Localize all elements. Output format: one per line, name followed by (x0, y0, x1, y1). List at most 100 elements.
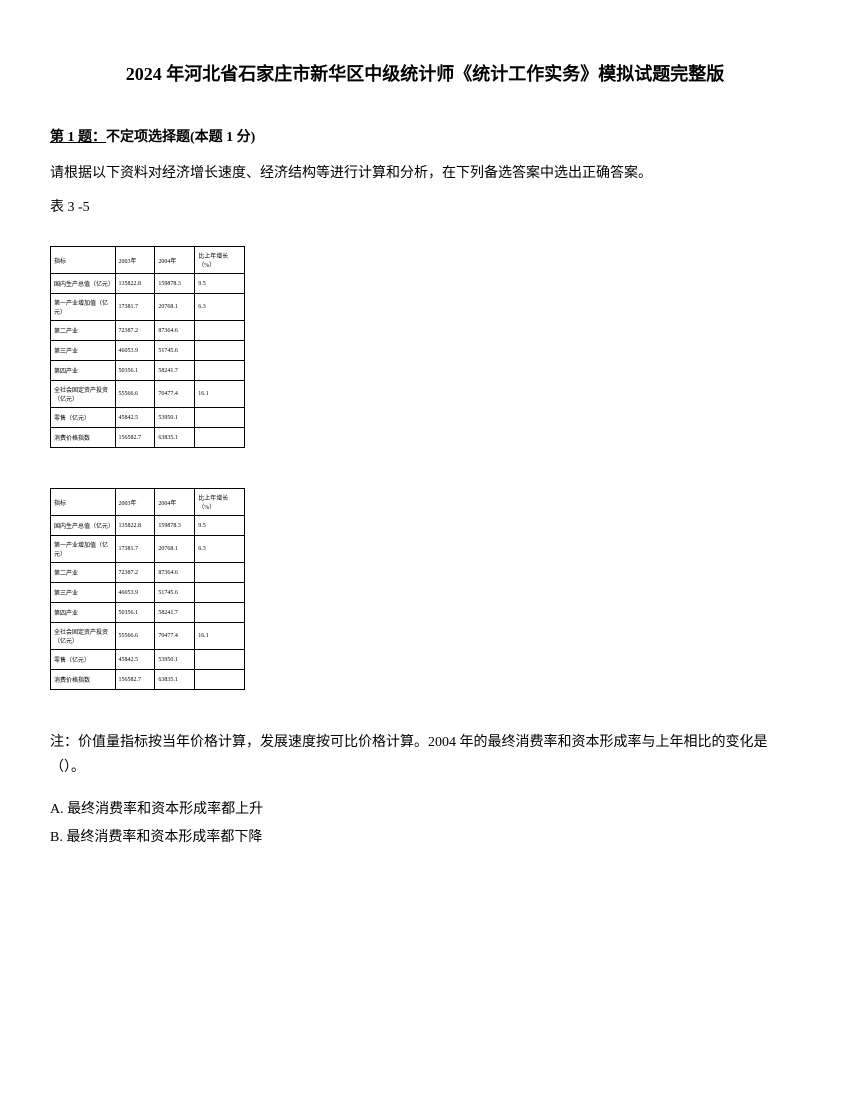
table-row: 第二产业72387.287364.6 (51, 563, 245, 583)
table-cell: 零售（亿元） (51, 650, 116, 670)
table-cell: 70477.4 (155, 623, 195, 650)
table-row: 全社会固定资产投资（亿元）55566.670477.416.1 (51, 381, 245, 408)
table-cell: 2003年 (115, 489, 155, 516)
table-cell: 87364.6 (155, 563, 195, 583)
table-cell: 第一产业增加值（亿元） (51, 536, 116, 563)
table-cell: 156582.7 (115, 670, 155, 690)
table-cell: 20768.1 (155, 294, 195, 321)
table-cell: 第三产业 (51, 583, 116, 603)
table-row: 第四产业50356.158241.7 (51, 361, 245, 381)
data-table-2: 指标2003年2004年比上年增长（%）国内生产总值（亿元）135822.815… (50, 488, 245, 690)
question-number: 第 1 题： (50, 130, 106, 145)
table-row: 国内生产总值（亿元）135822.8159878.39.5 (51, 274, 245, 294)
table-cell: 63835.1 (155, 428, 195, 448)
table-cell (195, 321, 245, 341)
table-row: 指标2003年2004年比上年增长（%） (51, 247, 245, 274)
table-row: 第四产业50356.158241.7 (51, 603, 245, 623)
table-cell: 135822.8 (115, 274, 155, 294)
table-cell (195, 603, 245, 623)
table-cell (195, 361, 245, 381)
table-cell: 比上年增长（%） (195, 489, 245, 516)
table-cell: 53950.1 (155, 650, 195, 670)
table-row: 第一产业增加值（亿元）17381.720768.16.3 (51, 536, 245, 563)
data-table-1: 指标2003年2004年比上年增长（%）国内生产总值（亿元）135822.815… (50, 246, 245, 448)
table-cell: 51745.6 (155, 583, 195, 603)
table-row: 消费价格指数156582.763835.1 (51, 670, 245, 690)
table-cell: 2004年 (155, 247, 195, 274)
table-cell: 第三产业 (51, 341, 116, 361)
table-cell: 20768.1 (155, 536, 195, 563)
option-b: B. 最终消费率和资本形成率都下降 (50, 824, 800, 852)
table-cell: 45842.5 (115, 408, 155, 428)
table-cell: 国内生产总值（亿元） (51, 274, 116, 294)
table-cell: 17381.7 (115, 536, 155, 563)
option-a: A. 最终消费率和资本形成率都上升 (50, 796, 800, 824)
table-cell: 第四产业 (51, 361, 116, 381)
table-cell: 46053.9 (115, 341, 155, 361)
table-cell: 46053.9 (115, 583, 155, 603)
table-cell: 第二产业 (51, 321, 116, 341)
table-cell: 45842.5 (115, 650, 155, 670)
table-cell: 全社会固定资产投资（亿元） (51, 623, 116, 650)
table-cell (195, 583, 245, 603)
table-cell: 70477.4 (155, 381, 195, 408)
table-cell: 51745.6 (155, 341, 195, 361)
table-row: 第二产业72387.287364.6 (51, 321, 245, 341)
table-cell (195, 341, 245, 361)
table-cell: 58241.7 (155, 603, 195, 623)
question-type: 不定项选择题(本题 1 分) (106, 130, 255, 145)
question-header: 第 1 题：不定项选择题(本题 1 分) (50, 126, 800, 146)
table-cell: 6.3 (195, 294, 245, 321)
table-cell (195, 670, 245, 690)
table-cell: 156582.7 (115, 428, 155, 448)
table-cell: 2004年 (155, 489, 195, 516)
table-cell: 指标 (51, 489, 116, 516)
table-cell: 58241.7 (155, 361, 195, 381)
table-cell (195, 428, 245, 448)
table-cell: 消费价格指数 (51, 428, 116, 448)
table-row: 第三产业46053.951745.6 (51, 341, 245, 361)
table-cell: 消费价格指数 (51, 670, 116, 690)
table-row: 零售（亿元）45842.553950.1 (51, 650, 245, 670)
table-row: 第三产业46053.951745.6 (51, 583, 245, 603)
table-row: 指标2003年2004年比上年增长（%） (51, 489, 245, 516)
table-cell: 16.1 (195, 381, 245, 408)
table-cell: 55566.6 (115, 623, 155, 650)
document-title: 2024 年河北省石家庄市新华区中级统计师《统计工作实务》模拟试题完整版 (50, 60, 800, 86)
table-cell: 全社会固定资产投资（亿元） (51, 381, 116, 408)
table-cell: 第一产业增加值（亿元） (51, 294, 116, 321)
table-cell: 159878.3 (155, 516, 195, 536)
note-text: 注：价值量指标按当年价格计算，发展速度按可比价格计算。2004 年的最终消费率和… (50, 730, 800, 780)
table-cell: 第四产业 (51, 603, 116, 623)
table-cell: 72387.2 (115, 563, 155, 583)
table-cell (195, 563, 245, 583)
table-cell (195, 650, 245, 670)
table-row: 消费价格指数156582.763835.1 (51, 428, 245, 448)
table-cell: 比上年增长（%） (195, 247, 245, 274)
question-text: 请根据以下资料对经济增长速度、经济结构等进行计算和分析，在下列备选答案中选出正确… (50, 161, 800, 186)
table-cell: 72387.2 (115, 321, 155, 341)
table-label: 表 3 -5 (50, 196, 800, 216)
table-cell: 53950.1 (155, 408, 195, 428)
table-row: 国内生产总值（亿元）135822.8159878.39.5 (51, 516, 245, 536)
table-row: 全社会固定资产投资（亿元）55566.670477.416.1 (51, 623, 245, 650)
table-cell: 9.5 (195, 516, 245, 536)
table-cell: 63835.1 (155, 670, 195, 690)
table-cell: 国内生产总值（亿元） (51, 516, 116, 536)
table-cell: 55566.6 (115, 381, 155, 408)
table-cell: 135822.8 (115, 516, 155, 536)
table-cell: 6.3 (195, 536, 245, 563)
table-row: 零售（亿元）45842.553950.1 (51, 408, 245, 428)
table-cell: 16.1 (195, 623, 245, 650)
table-cell: 50356.1 (115, 361, 155, 381)
table-row: 第一产业增加值（亿元）17381.720768.16.3 (51, 294, 245, 321)
table-cell: 50356.1 (115, 603, 155, 623)
table-cell: 指标 (51, 247, 116, 274)
table-cell (195, 408, 245, 428)
table-cell: 零售（亿元） (51, 408, 116, 428)
table-cell: 87364.6 (155, 321, 195, 341)
table-cell: 17381.7 (115, 294, 155, 321)
table-cell: 2003年 (115, 247, 155, 274)
table-cell: 第二产业 (51, 563, 116, 583)
table-cell: 9.5 (195, 274, 245, 294)
